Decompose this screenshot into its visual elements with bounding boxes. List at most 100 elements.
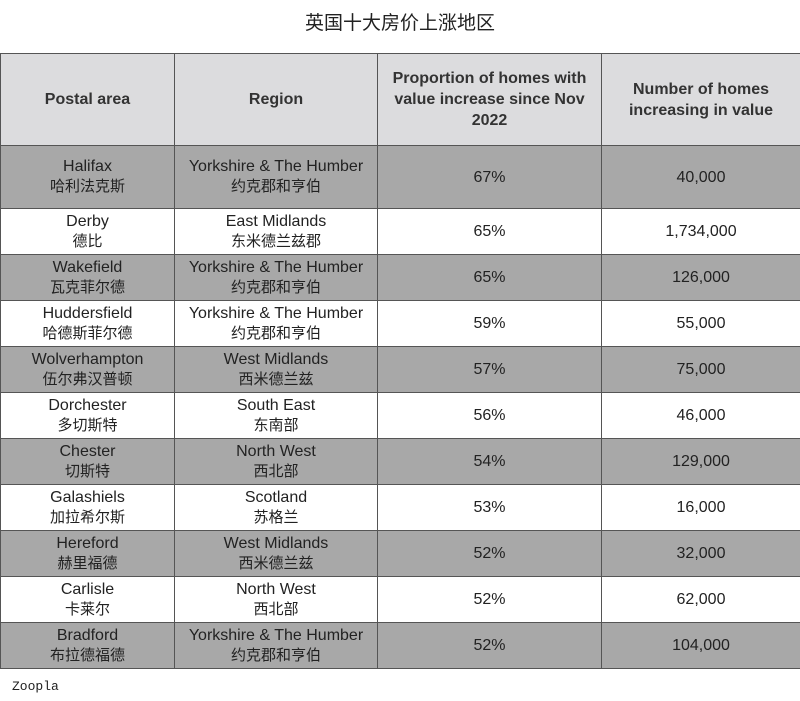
cell-text-zh: 西米德兰兹 — [238, 555, 314, 572]
cell-text: Yorkshire & The Humber — [188, 258, 364, 276]
cell-text-zh: 伍尔弗汉普顿 — [42, 371, 133, 388]
cell: 65% — [377, 208, 602, 255]
cell: 32,000 — [601, 530, 800, 577]
cell-text-zh: 切斯特 — [64, 463, 110, 480]
cell-text: Derby — [66, 212, 109, 230]
header-cell: Number of homes increasing in value — [601, 53, 800, 146]
cell-text-zh: 约克郡和亨伯 — [230, 647, 321, 664]
cell: Chester 切斯特 — [0, 438, 175, 485]
cell-text: Wakefield — [52, 258, 123, 276]
cell: 57% — [377, 346, 602, 393]
cell: 46,000 — [601, 392, 800, 439]
table-row: Carlisle 卡莱尔 North West 西北部 52% 62,000 — [0, 576, 800, 623]
cell-text-zh: 约克郡和亨伯 — [230, 279, 321, 296]
cell: 1,734,000 — [601, 208, 800, 255]
cell-text: West Midlands — [223, 350, 329, 368]
cell-text: Wolverhampton — [31, 350, 144, 368]
cell-text-zh: 赫里福德 — [57, 555, 118, 572]
cell: West Midlands 西米德兰兹 — [174, 346, 378, 393]
header-cell: Proportion of homes with value increase … — [377, 53, 602, 146]
table-row: Bradford 布拉德福德 Yorkshire & The Humber 约克郡和亨… — [0, 622, 800, 669]
cell-text: Yorkshire & The Humber — [188, 626, 364, 644]
cell: 67% — [377, 145, 602, 209]
cell: 53% — [377, 484, 602, 531]
table-row: Hereford 赫里福德 West Midlands 西米德兰兹 52% 32,000 — [0, 530, 800, 577]
cell: 54% — [377, 438, 602, 485]
cell-text-zh: 哈德斯菲尔德 — [42, 325, 133, 342]
cell: Derby 德比 — [0, 208, 175, 255]
cell-text: Galashiels — [50, 488, 125, 506]
table-row: Huddersfield 哈德斯菲尔德 Yorkshire & The Humber… — [0, 300, 800, 347]
cell-text-zh: 哈利法克斯 — [49, 179, 125, 195]
cell: 59% — [377, 300, 602, 347]
cell-text-zh: 多切斯特 — [57, 417, 118, 434]
cell-text: South East — [236, 396, 316, 414]
cell-text: North West — [236, 442, 316, 460]
cell: Scotland 苏格兰 — [174, 484, 378, 531]
cell-text-zh: 布拉德福德 — [49, 647, 125, 664]
table-body: Halifax 哈利法克斯 Yorkshire & The Humber 约克郡和亨伯… — [0, 145, 800, 669]
cell: South East 东南部 — [174, 392, 378, 439]
cell-text: Chester — [59, 442, 116, 460]
cell: Huddersfield 哈德斯菲尔德 — [0, 300, 175, 347]
title: 英国十大房价上涨地区 — [304, 12, 495, 34]
cell: East Midlands 东米德兰兹郡 — [174, 208, 378, 255]
cell: Yorkshire & The Humber 约克郡和亨伯 — [174, 622, 378, 669]
cell: Yorkshire & The Humber 约克郡和亨伯 — [174, 254, 378, 301]
cell-text: West Midlands — [223, 534, 329, 552]
cell: Wakefield 瓦克菲尔德 — [0, 254, 175, 301]
cell-text-zh: 西米德兰兹 — [238, 371, 314, 388]
cell: 62,000 — [601, 576, 800, 623]
cell-text: Dorchester — [48, 396, 127, 414]
cell-text: North West — [236, 580, 316, 598]
cell-text-zh: 瓦克菲尔德 — [49, 279, 125, 296]
cell: 52% — [377, 576, 602, 623]
cell-text-zh: 卡莱尔 — [64, 601, 110, 618]
cell: 104,000 — [601, 622, 800, 669]
cell-text: Yorkshire & The Humber — [188, 158, 364, 175]
table-row: Chester 切斯特 North West 西北部 54% 129,000 — [0, 438, 800, 485]
cell: 126,000 — [601, 254, 800, 301]
cell: 65% — [377, 254, 602, 301]
cell: West Midlands 西米德兰兹 — [174, 530, 378, 577]
cell: 52% — [377, 530, 602, 577]
cell: Dorchester 多切斯特 — [0, 392, 175, 439]
source: Zoopla — [12, 679, 59, 694]
cell-text-zh: 约克郡和亨伯 — [230, 179, 321, 195]
cell: 75,000 — [601, 346, 800, 393]
cell: Bradford 布拉德福德 — [0, 622, 175, 669]
cell: Galashiels 加拉希尔斯 — [0, 484, 175, 531]
cell: 52% — [377, 622, 602, 669]
cell: North West 西北部 — [174, 438, 378, 485]
cell: Yorkshire & The Humber 约克郡和亨伯 — [174, 145, 378, 209]
cell-text-zh: 东米德兰兹郡 — [230, 233, 321, 250]
table-row: Derby 德比 East Midlands 东米德兰兹郡 65% 1,734,000 — [0, 208, 800, 255]
cell-text: Hereford — [56, 534, 119, 552]
cell-text: Carlisle — [60, 580, 115, 598]
table-row: Dorchester 多切斯特 South East 东南部 56% 46,000 — [0, 392, 800, 439]
cell-text-zh: 苏格兰 — [253, 509, 299, 526]
cell: Halifax 哈利法克斯 — [0, 145, 175, 209]
cell: Yorkshire & The Humber 约克郡和亨伯 — [174, 300, 378, 347]
table-row: Wakefield 瓦克菲尔德 Yorkshire & The Humber 约克郡和… — [0, 254, 800, 301]
cell-text: Bradford — [56, 626, 119, 644]
cell-text-zh: 德比 — [72, 233, 103, 250]
cell-text: Yorkshire & The Humber — [188, 304, 364, 322]
cell-text-zh: 西北部 — [253, 601, 299, 618]
cell-text-zh: 东南部 — [253, 417, 299, 434]
cell-text-zh: 加拉希尔斯 — [49, 509, 125, 526]
cell: Hereford 赫里福德 — [0, 530, 175, 577]
cell: Carlisle 卡莱尔 — [0, 576, 175, 623]
cell: North West 西北部 — [174, 576, 378, 623]
cell: 56% — [377, 392, 602, 439]
cell-text: East Midlands — [225, 212, 327, 230]
cell-text: Huddersfield — [42, 304, 133, 322]
table: Postal area Region Proportion of homes wit… — [0, 53, 800, 669]
table-row: Galashiels 加拉希尔斯 Scotland 苏格兰 53% 16,000 — [0, 484, 800, 531]
cell: Wolverhampton 伍尔弗汉普顿 — [0, 346, 175, 393]
cell: 16,000 — [601, 484, 800, 531]
header-cell: Region — [174, 53, 378, 146]
cell: 55,000 — [601, 300, 800, 347]
header-cell: Postal area — [0, 53, 175, 146]
